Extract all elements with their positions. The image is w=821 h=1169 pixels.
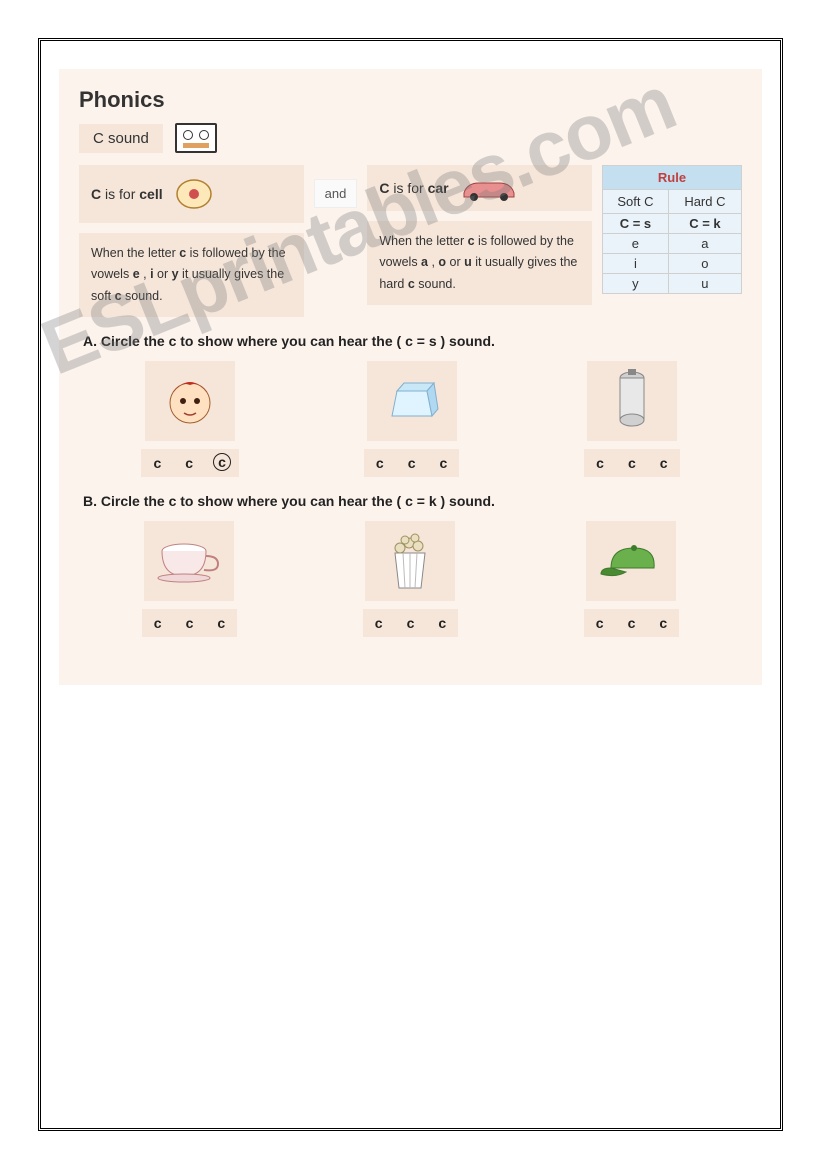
soft-vowel: i [603,254,669,274]
letter-choices[interactable]: ccc [363,609,458,637]
sound-label: C sound [79,124,163,153]
exercise-item: ccc [364,361,459,477]
letter-choices[interactable]: ccc [584,449,679,477]
hard-c-header: Hard C [668,190,741,214]
soft-vowel: e [603,234,669,254]
soft-vowel: y [603,274,669,294]
letter-choices[interactable]: ccc [142,609,237,637]
car-card: C is for car [367,165,592,211]
letter-choices[interactable]: ccc [364,449,459,477]
popcorn-icon [365,521,455,601]
row-b: ccccccccc [79,521,742,637]
letter-choice[interactable]: c [440,455,448,471]
cassette-icon [175,123,217,153]
letter-choice[interactable]: c [596,455,604,471]
letter-choice[interactable]: c [628,455,636,471]
exercise-item: ccc [584,521,679,637]
letter-choices[interactable]: ccc [141,449,239,477]
cell-icon [173,173,215,215]
hard-vowel: o [668,254,741,274]
letter-choice[interactable]: c [438,615,446,631]
hard-rule-box: When the letter c is followed by the vow… [367,221,592,305]
cell-text: C is for cell [91,186,163,202]
letter-choice[interactable]: c [660,455,668,471]
exercise-item: ccc [584,361,679,477]
worksheet: Phonics C sound C is for cell When the l… [59,69,762,685]
intro-row: C is for cell When the letter c is follo… [79,165,742,317]
letter-choice[interactable]: c [376,455,384,471]
section-b-label: B. Circle the c to show where you can he… [83,493,742,509]
and-label: and [314,179,358,208]
letter-choice[interactable]: c [185,455,193,471]
sound-row: C sound [79,123,742,153]
rule-table: Rule Soft C Hard C C = s C = k ea io yu [602,165,742,294]
cup-icon [144,521,234,601]
section-a-label: A. Circle the c to show where you can he… [83,333,742,349]
soft-c-column: C is for cell When the letter c is follo… [79,165,304,317]
letter-choices[interactable]: ccc [584,609,679,637]
rule-header: Rule [603,166,742,190]
exercise-item: ccc [363,521,458,637]
title: Phonics [79,87,742,113]
exercise-item: ccc [141,361,239,477]
letter-choice[interactable]: c [596,615,604,631]
hard-vowel: a [668,234,741,254]
letter-choice[interactable]: c [659,615,667,631]
letter-choice[interactable]: c [628,615,636,631]
letter-choice[interactable]: c [407,615,415,631]
car-text: C is for car [379,180,448,196]
letter-choice[interactable]: c [375,615,383,631]
page-frame: Phonics C sound C is for cell When the l… [38,38,783,1131]
letter-choice[interactable]: c [153,455,161,471]
soft-c-eq: C = s [603,214,669,234]
letter-choice[interactable]: c [186,615,194,631]
exercise-item: ccc [142,521,237,637]
car-icon [459,173,519,203]
ice-icon [367,361,457,441]
cap-icon [586,521,676,601]
soft-rule-box: When the letter c is followed by the vow… [79,233,304,317]
hard-c-eq: C = k [668,214,741,234]
hard-vowel: u [668,274,741,294]
letter-choice[interactable]: c [154,615,162,631]
letter-choice[interactable]: c [217,615,225,631]
soft-c-header: Soft C [603,190,669,214]
letter-choice[interactable]: c [213,453,231,471]
cell-card: C is for cell [79,165,304,223]
tank-icon [587,361,677,441]
face-icon [145,361,235,441]
letter-choice[interactable]: c [408,455,416,471]
hard-c-column: C is for car When the letter c is follow… [367,165,592,305]
row-a: ccccccccc [79,361,742,477]
